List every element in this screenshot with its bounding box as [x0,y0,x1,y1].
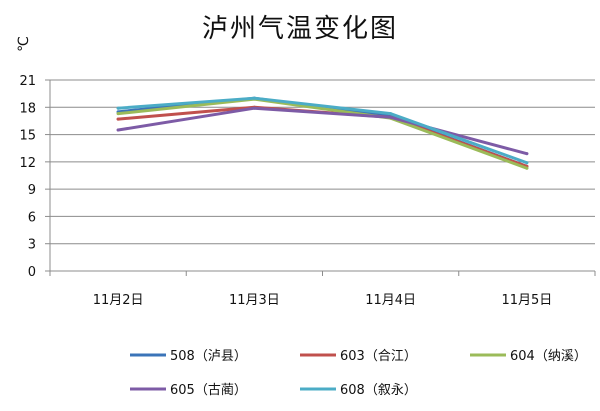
legend-label: 603（合江） [340,349,417,364]
chart-title: 泸州气温变化图 [201,14,398,44]
data-point [116,128,120,132]
data-point [252,96,256,100]
x-tick-label: 11月2日 [93,293,144,308]
y-tick-label: 6 [28,210,36,225]
legend-label: 508（泸县） [170,349,247,364]
x-tick-labels: 11月2日 11月3日 11月4日 11月5日 [93,293,553,308]
data-point [116,117,120,121]
y-tick-label: 15 [19,129,36,144]
y-tick-labels: 0 3 6 9 12 15 18 21 [19,74,36,280]
y-tick-label: 9 [28,183,36,198]
y-tick-label: 12 [19,156,36,171]
axes [45,79,596,276]
x-tick-label: 11月5日 [501,293,552,308]
series-line [116,97,529,170]
data-point [389,115,393,119]
data-point [525,152,529,156]
data-point [116,112,120,116]
data-point [389,112,393,116]
y-tick-label: 21 [19,74,36,89]
series-lines [116,96,529,170]
data-point [116,106,120,110]
x-tick-label: 11月4日 [365,293,416,308]
legend-label: 605（古蔺） [170,383,247,398]
data-point [525,166,529,170]
legend: 508（泸县） 603（合江） 604（纳溪） 605（古蔺） 608（叙永） [130,349,587,398]
data-point [525,161,529,165]
x-tick-label: 11月3日 [229,293,280,308]
y-tick-label: 3 [28,238,36,253]
series-line [116,106,529,156]
legend-label: 608（叙永） [340,383,417,398]
data-point [252,106,256,110]
y-tick-label: 18 [19,101,36,116]
series-line [116,96,529,165]
legend-label: 604（纳溪） [510,349,587,364]
y-tick-label: 0 [28,265,36,280]
